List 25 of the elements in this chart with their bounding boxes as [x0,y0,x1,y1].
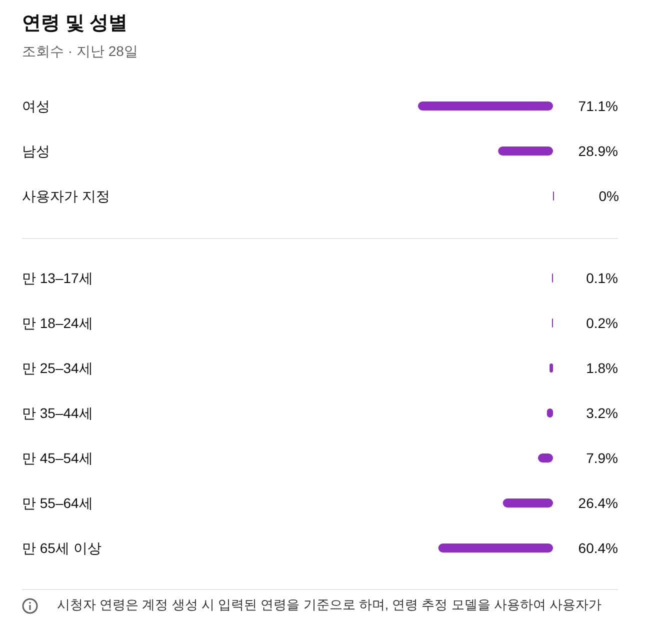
data-label: 28.9% [578,143,618,159]
data-label: 0% [598,188,619,204]
y-tick-label: 사용자가 지정 [22,188,110,204]
text: 조회수 · 지난 28일 [22,43,138,59]
data-label: 0.2% [586,315,618,331]
y-tick-label: 남성 [22,143,50,159]
text: 시청자 연령은 계정 생성 시 입력된 연령을 기준으로 하며, 연령 추정 모델을 사용하여 사용자가 [57,597,602,612]
y-tick-label: 여성 [22,98,50,114]
data-label: 60.4% [578,540,618,556]
y-tick-label: 만 25–34세 [22,360,93,376]
y-tick-label: 만 13–17세 [22,270,93,286]
y-tick-label: 만 35–44세 [22,405,93,421]
bar [438,544,553,552]
y-tick-label: 만 18–24세 [22,315,93,331]
text: 연령 및 성별 [22,13,128,34]
y-tick-label: 만 65세 이상 [22,540,102,556]
data-label: 71.1% [578,98,618,114]
data-label: 1.8% [586,360,618,376]
data-label: 0.1% [586,270,618,286]
data-label: 26.4% [578,495,618,511]
data-label: 3.2% [586,405,618,421]
bar [502,498,553,508]
y-tick-label: 만 55–64세 [22,495,93,511]
data-label: 7.9% [586,450,618,466]
y-tick-label: 만 45–54세 [22,450,93,466]
